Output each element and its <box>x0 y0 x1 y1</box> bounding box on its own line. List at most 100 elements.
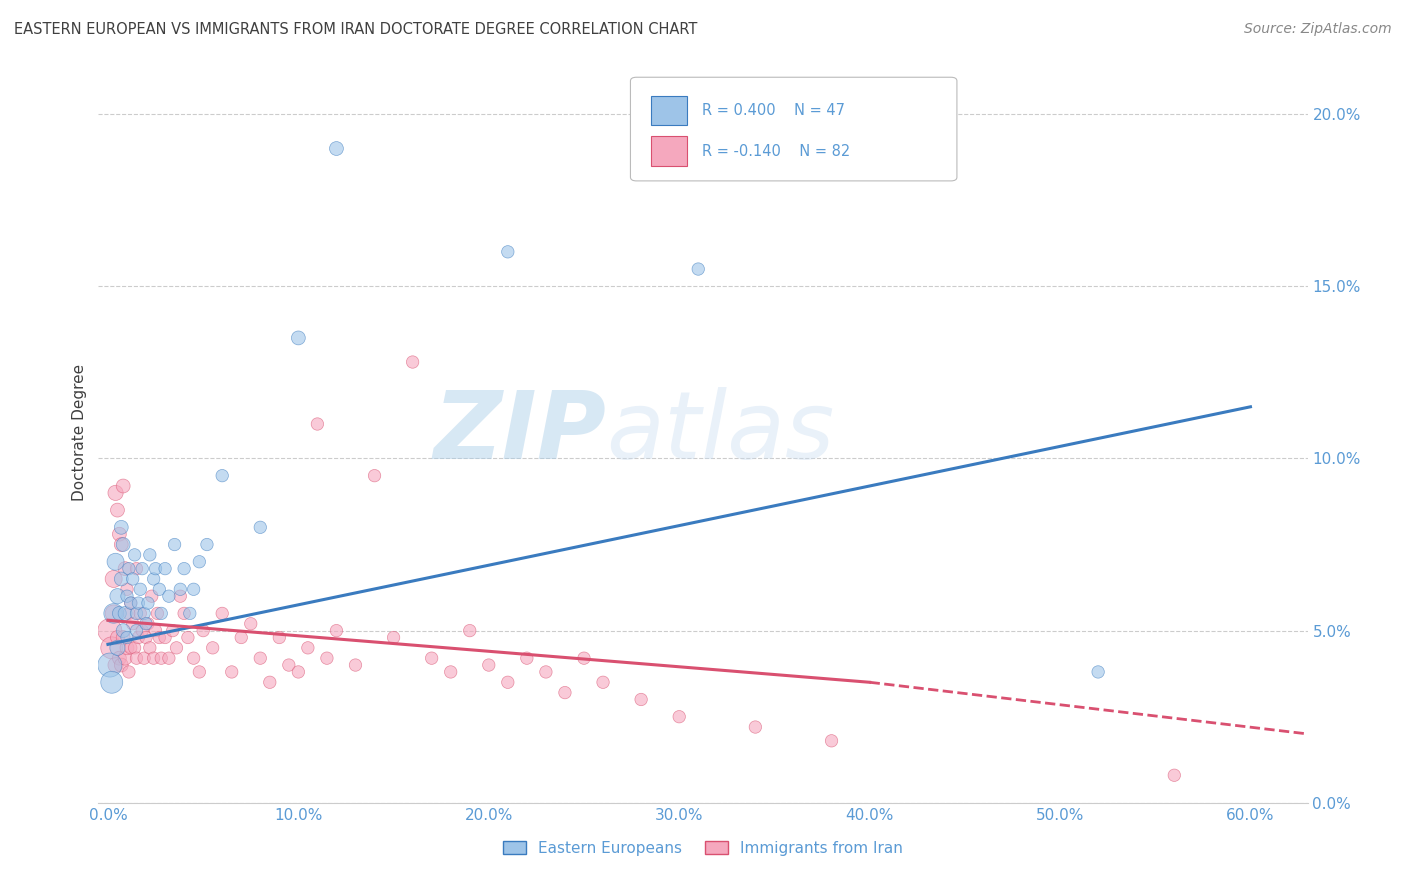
Point <box>153 631 176 645</box>
Point <box>115 589 138 603</box>
Point <box>124 548 146 562</box>
Point <box>287 331 309 345</box>
Point <box>100 675 122 690</box>
Point <box>141 589 163 603</box>
Point <box>191 624 214 638</box>
Bar <box>651 136 688 166</box>
Text: R = 0.400    N = 47: R = 0.400 N = 47 <box>702 103 845 118</box>
Point <box>103 607 125 621</box>
Point <box>221 665 243 679</box>
Point <box>166 640 188 655</box>
Bar <box>651 95 688 126</box>
Point <box>630 692 652 706</box>
Point <box>259 675 281 690</box>
Point <box>114 607 136 621</box>
Point <box>110 520 132 534</box>
Point <box>110 537 132 551</box>
Point <box>183 582 205 597</box>
Point <box>118 665 141 679</box>
Point <box>325 142 347 156</box>
Point <box>103 572 125 586</box>
Point <box>120 596 142 610</box>
Point <box>98 658 121 673</box>
Point <box>139 548 162 562</box>
Point <box>688 262 710 277</box>
Point <box>554 685 576 699</box>
Point <box>440 665 463 679</box>
Point <box>287 665 309 679</box>
Point <box>211 468 233 483</box>
Point <box>344 658 367 673</box>
Point <box>231 631 253 645</box>
Point <box>744 720 766 734</box>
Point <box>145 624 167 638</box>
Point <box>110 658 132 673</box>
Point <box>142 651 165 665</box>
Point <box>496 675 519 690</box>
Point <box>458 624 481 638</box>
Point <box>382 631 405 645</box>
Point <box>127 631 149 645</box>
Y-axis label: Doctorate Degree: Doctorate Degree <box>72 364 87 501</box>
Point <box>269 631 291 645</box>
Point <box>195 537 218 551</box>
Point <box>173 561 195 575</box>
Point <box>135 616 157 631</box>
Point <box>118 607 141 621</box>
Point <box>177 631 200 645</box>
Point <box>124 640 146 655</box>
Point <box>142 572 165 586</box>
Point <box>104 486 127 500</box>
Point <box>307 417 329 431</box>
Point <box>145 561 167 575</box>
Point <box>277 658 299 673</box>
Point <box>150 651 173 665</box>
Point <box>239 616 262 631</box>
Point <box>157 589 180 603</box>
Point <box>120 640 142 655</box>
Point <box>169 589 191 603</box>
Point <box>115 582 138 597</box>
Point <box>112 479 135 493</box>
Point <box>150 607 173 621</box>
Point <box>115 640 138 655</box>
Point <box>110 572 132 586</box>
Point <box>112 631 135 645</box>
Text: ZIP: ZIP <box>433 386 606 479</box>
Point <box>496 244 519 259</box>
Point <box>572 651 595 665</box>
Point <box>107 503 129 517</box>
Point <box>108 527 131 541</box>
Point <box>125 624 148 638</box>
Point <box>478 658 501 673</box>
Point <box>363 468 385 483</box>
Point <box>668 709 690 723</box>
Point <box>188 555 211 569</box>
Point <box>420 651 443 665</box>
Legend: Eastern Europeans, Immigrants from Iran: Eastern Europeans, Immigrants from Iran <box>496 835 910 862</box>
Point <box>114 561 136 575</box>
Point <box>107 631 129 645</box>
Point <box>592 675 614 690</box>
Point <box>1163 768 1185 782</box>
Point <box>179 607 201 621</box>
Point <box>169 582 191 597</box>
Point <box>134 651 156 665</box>
Point <box>112 537 135 551</box>
Point <box>325 624 347 638</box>
Point <box>139 640 162 655</box>
Point <box>297 640 319 655</box>
Point <box>162 624 184 638</box>
Point <box>131 624 153 638</box>
Point <box>127 596 149 610</box>
Point <box>125 607 148 621</box>
Point <box>188 665 211 679</box>
Text: Source: ZipAtlas.com: Source: ZipAtlas.com <box>1244 22 1392 37</box>
Point <box>211 607 233 621</box>
Point <box>120 596 142 610</box>
Point <box>118 561 141 575</box>
Point <box>134 607 156 621</box>
Point <box>104 555 127 569</box>
Point <box>183 651 205 665</box>
Point <box>129 607 152 621</box>
